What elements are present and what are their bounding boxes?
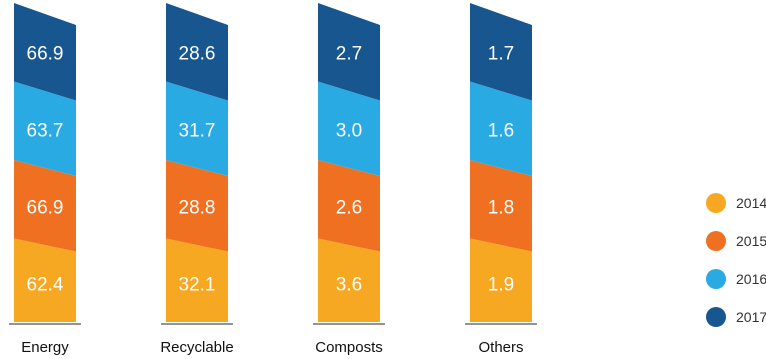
value-label-recyclable-2014: 32.1 — [179, 275, 216, 296]
bar-segment-recyclable-2017 — [166, 3, 228, 101]
legend-label-2015: 2015 — [736, 233, 766, 249]
bar-segment-composts-2015 — [318, 160, 380, 252]
value-label-energy-2016: 63.7 — [27, 121, 64, 142]
value-label-energy-2017: 66.9 — [27, 44, 64, 65]
value-label-energy-2015: 66.9 — [27, 198, 64, 219]
bar-segment-composts-2014 — [318, 238, 380, 322]
value-label-others-2016: 1.6 — [488, 121, 514, 142]
value-label-others-2015: 1.8 — [488, 198, 514, 219]
bars-layer — [14, 3, 532, 322]
bar-segment-energy-2014 — [14, 238, 76, 322]
value-labels-layer: 62.4 66.9 63.7 66.9 32.1 28.8 31.7 28.6 3.6 2.6 3.… — [27, 44, 515, 296]
bar-segment-recyclable-2015 — [166, 160, 228, 252]
bar-segment-energy-2016 — [14, 81, 76, 176]
bar-segment-others-2014 — [470, 238, 532, 322]
bar-segment-composts-2017 — [318, 3, 380, 101]
category-label-energy: Energy — [21, 339, 69, 356]
legend-swatch-2016 — [706, 269, 726, 289]
value-label-recyclable-2015: 28.8 — [179, 198, 216, 219]
value-label-others-2017: 1.7 — [488, 44, 514, 65]
bar-segment-others-2015 — [470, 160, 532, 252]
category-label-composts: Composts — [315, 339, 383, 356]
bar-segment-recyclable-2016 — [166, 81, 228, 176]
value-label-recyclable-2016: 31.7 — [179, 121, 216, 142]
legend-swatch-2015 — [706, 231, 726, 251]
bar-segment-others-2016 — [470, 81, 532, 176]
bar-segment-composts-2016 — [318, 81, 380, 176]
legend: 2014 2015 2016 2017 — [706, 193, 766, 327]
legend-swatch-2014 — [706, 193, 726, 213]
value-label-energy-2014: 62.4 — [27, 275, 64, 296]
legend-label-2016: 2016 — [736, 271, 766, 287]
bar-segment-others-2017 — [470, 3, 532, 101]
bar-segment-recyclable-2014 — [166, 238, 228, 322]
category-axis: Energy Recyclable Composts Others — [9, 323, 537, 356]
category-label-recyclable: Recyclable — [160, 339, 233, 356]
value-label-composts-2016: 3.0 — [336, 121, 362, 142]
value-label-composts-2017: 2.7 — [336, 44, 362, 65]
legend-swatch-2017 — [706, 307, 726, 327]
category-label-others: Others — [478, 339, 523, 356]
bar-segment-energy-2017 — [14, 3, 76, 101]
legend-label-2014: 2014 — [736, 195, 766, 211]
legend-label-2017: 2017 — [736, 309, 766, 325]
value-label-composts-2015: 2.6 — [336, 198, 362, 219]
value-label-recyclable-2017: 28.6 — [179, 44, 216, 65]
bar-segment-energy-2015 — [14, 160, 76, 252]
value-label-others-2014: 1.9 — [488, 275, 514, 296]
value-label-composts-2014: 3.6 — [336, 275, 362, 296]
